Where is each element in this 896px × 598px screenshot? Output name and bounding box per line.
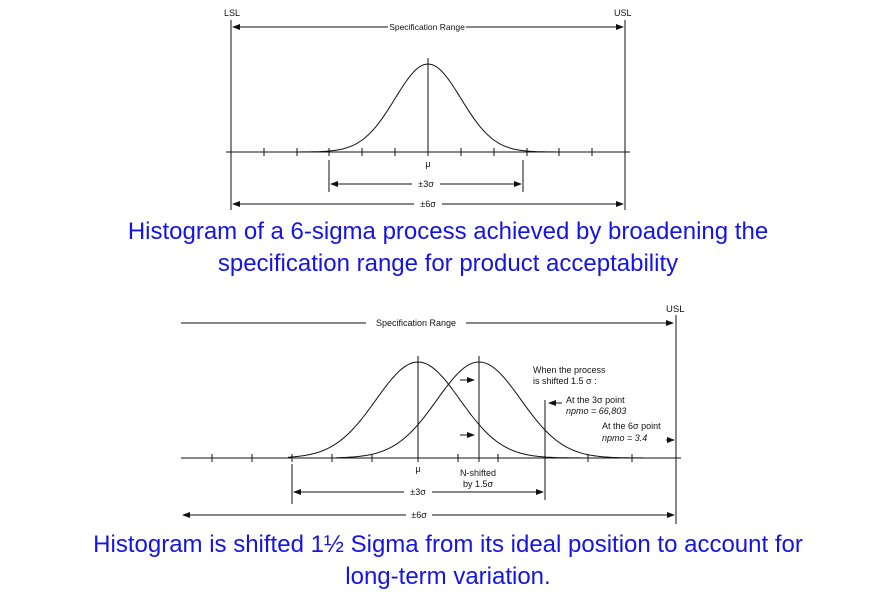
mu-label: μ bbox=[425, 159, 430, 169]
figure-2 bbox=[181, 315, 681, 524]
figure-1 bbox=[226, 20, 630, 210]
nshift-label-2: by 1.5σ bbox=[463, 479, 494, 489]
at-6sigma-line-2: npmo = 3.4 bbox=[602, 433, 647, 443]
figure-2-labels: USL Specification Range μ N-shifted by 1… bbox=[376, 304, 685, 520]
caption-figure-1: Histogram of a 6-sigma process achieved … bbox=[0, 216, 896, 280]
figure-1-labels: LSL USL Specification Range μ ±3σ ±6σ bbox=[224, 8, 632, 209]
original-curve bbox=[287, 361, 598, 459]
axis-ticks bbox=[230, 147, 626, 157]
note-line-2: is shifted 1.5 σ : bbox=[533, 376, 597, 386]
spec-range-label: Specification Range bbox=[376, 318, 456, 328]
lsl-label: LSL bbox=[224, 8, 240, 18]
shifted-curve bbox=[336, 361, 660, 459]
caption-2-line-1: Histogram is shifted 1½ Sigma from its i… bbox=[93, 531, 803, 558]
spec-range-label: Specification Range bbox=[389, 22, 465, 32]
caption-2-line-2: long-term variation. bbox=[345, 563, 551, 590]
at-6sigma-line-1: At the 6σ point bbox=[602, 421, 661, 431]
usl-label: USL bbox=[614, 8, 632, 18]
usl-label: USL bbox=[666, 304, 684, 315]
note-line-1: When the process bbox=[533, 365, 606, 375]
caption-figure-2: Histogram is shifted 1½ Sigma from its i… bbox=[0, 529, 896, 593]
pm6-label: ±6σ bbox=[411, 510, 427, 520]
pm3-label: ±3σ bbox=[410, 487, 426, 497]
caption-1-line-2: specification range for product acceptab… bbox=[217, 250, 679, 277]
at-3sigma-line-1: At the 3σ point bbox=[566, 395, 625, 405]
at-3sigma-line-2: npmo = 66,803 bbox=[566, 406, 626, 416]
pm6-label: ±6σ bbox=[420, 199, 436, 209]
nshift-label-1: N-shifted bbox=[460, 468, 496, 478]
pm3-label: ±3σ bbox=[418, 179, 434, 189]
mu-label: μ bbox=[415, 464, 420, 474]
caption-1-line-1: Histogram of a 6-sigma process achieved … bbox=[127, 218, 769, 245]
